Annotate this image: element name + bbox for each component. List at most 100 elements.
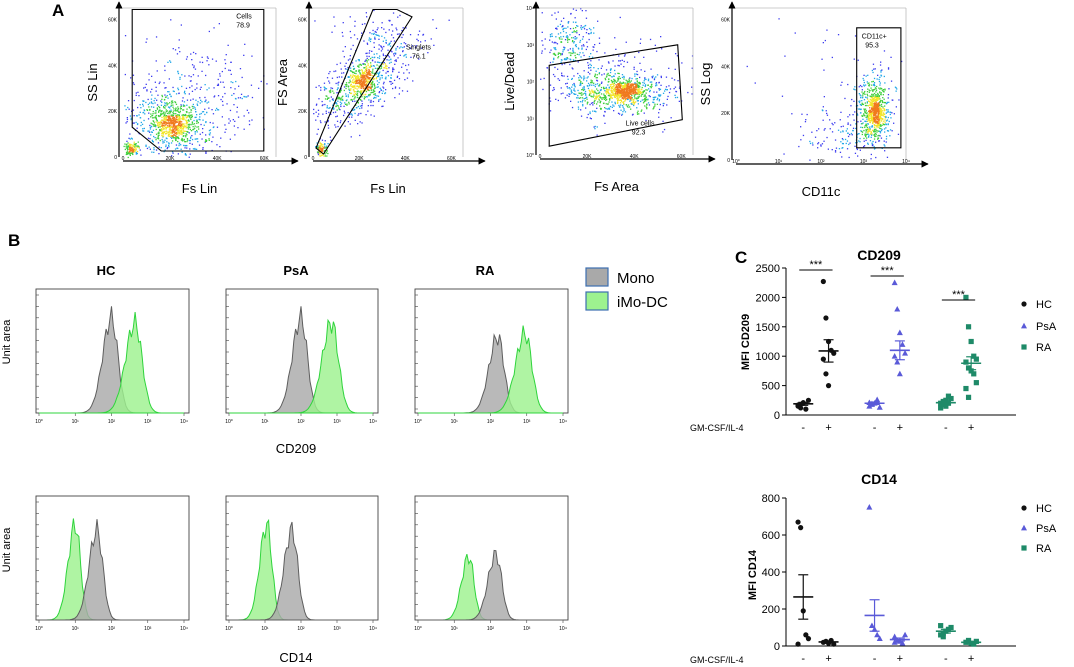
- event-dot: [129, 133, 131, 135]
- event-dot: [370, 83, 372, 85]
- event-dot: [825, 110, 827, 112]
- event-dot: [868, 82, 870, 84]
- event-dot: [328, 82, 331, 84]
- event-dot: [656, 99, 658, 101]
- event-dot: [864, 104, 867, 107]
- event-dot: [175, 121, 177, 123]
- event-dot: [608, 101, 610, 103]
- event-dot: [577, 94, 579, 97]
- event-dot: [129, 145, 131, 147]
- event-dot: [864, 93, 866, 95]
- event-dot: [623, 89, 625, 91]
- event-dot: [364, 94, 366, 96]
- event-dot: [575, 56, 577, 59]
- event-dot: [618, 88, 620, 90]
- event-dot: [877, 138, 879, 140]
- event-dot: [574, 38, 576, 40]
- event-dot: [871, 107, 873, 109]
- event-dot: [805, 119, 807, 121]
- event-dot: [624, 88, 626, 90]
- event-dot: [350, 113, 352, 115]
- event-dot: [637, 85, 639, 87]
- event-dot: [630, 98, 632, 100]
- event-dot: [393, 68, 395, 71]
- event-dot: [638, 82, 640, 84]
- event-dot: [162, 131, 164, 133]
- event-dot: [156, 104, 159, 106]
- event-dot: [590, 31, 592, 34]
- event-dot: [389, 80, 391, 83]
- event-dot: [359, 121, 361, 123]
- event-dot: [323, 89, 326, 91]
- y-tick-label: 40K: [721, 64, 731, 70]
- event-dot: [574, 54, 576, 57]
- event-dot: [628, 96, 630, 98]
- event-dot: [172, 127, 174, 129]
- event-dot: [874, 94, 877, 96]
- event-dot: [609, 71, 612, 74]
- event-dot: [587, 76, 589, 78]
- event-dot: [266, 83, 268, 85]
- event-dot: [351, 81, 353, 83]
- event-dot: [884, 124, 886, 126]
- event-dot: [151, 114, 154, 117]
- event-dot: [176, 53, 179, 55]
- event-dot: [124, 143, 126, 145]
- event-dot: [373, 9, 375, 12]
- event-dot: [609, 94, 612, 96]
- event-dot: [871, 103, 874, 105]
- event-dot: [332, 111, 335, 114]
- event-dot: [622, 111, 624, 113]
- event-dot: [183, 130, 185, 132]
- event-dot: [620, 92, 623, 94]
- event-dot: [127, 100, 130, 102]
- event-dot: [176, 126, 178, 129]
- event-dot: [589, 73, 591, 75]
- event-dot: [831, 149, 833, 151]
- event-dot: [566, 82, 568, 84]
- event-dot: [380, 65, 383, 67]
- event-dot: [597, 89, 599, 92]
- event-dot: [884, 145, 886, 147]
- event-dot: [211, 109, 213, 111]
- event-dot: [220, 98, 222, 101]
- event-dot: [165, 103, 167, 105]
- event-dot: [578, 77, 580, 79]
- event-dot: [620, 87, 622, 90]
- event-dot: [364, 85, 366, 87]
- event-dot: [591, 80, 593, 82]
- event-dot: [361, 90, 363, 92]
- event-dot: [187, 131, 189, 133]
- event-dot: [168, 128, 171, 130]
- event-dot: [356, 94, 359, 97]
- event-dot: [192, 123, 194, 126]
- event-dot: [627, 90, 630, 92]
- event-dot: [878, 107, 880, 109]
- event-dot: [590, 92, 592, 95]
- event-dot: [636, 73, 639, 76]
- event-dot: [156, 120, 158, 122]
- event-dot: [391, 24, 393, 26]
- event-dot: [879, 125, 881, 127]
- event-dot: [854, 35, 857, 37]
- event-dot: [561, 53, 563, 56]
- event-dot: [603, 73, 605, 75]
- event-dot: [869, 130, 871, 132]
- event-dot: [864, 84, 867, 86]
- event-dot: [875, 88, 877, 90]
- event-dot: [143, 130, 145, 132]
- event-dot: [885, 141, 887, 143]
- event-dot: [205, 134, 207, 136]
- event-dot: [135, 92, 137, 94]
- event-dot: [575, 45, 577, 48]
- event-dot: [183, 135, 185, 137]
- event-dot: [601, 65, 603, 67]
- event-dot: [611, 87, 613, 90]
- event-dot: [405, 53, 407, 56]
- event-dot: [177, 125, 179, 128]
- y-tick-label: 60K: [108, 17, 118, 23]
- event-dot: [165, 120, 167, 122]
- event-dot: [359, 81, 361, 83]
- event-dot: [895, 106, 897, 108]
- event-dot: [162, 116, 165, 118]
